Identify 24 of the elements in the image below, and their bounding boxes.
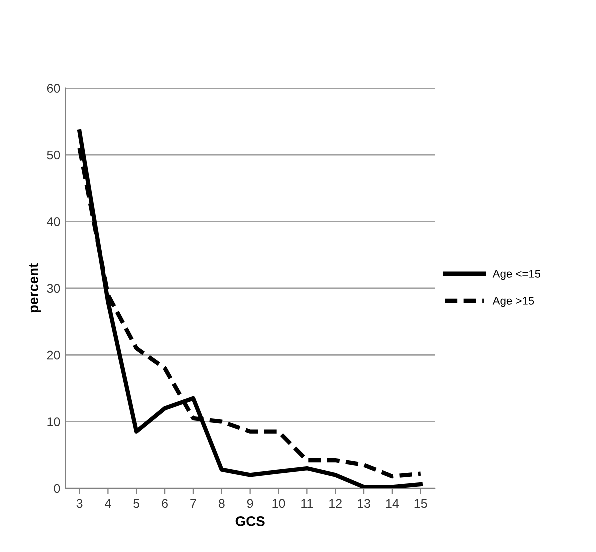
y-tick-label: 40 — [47, 218, 60, 226]
x-tick-label: 3 — [76, 499, 83, 508]
x-tick-label: 9 — [247, 499, 254, 508]
y-tick-label: 20 — [47, 350, 60, 360]
x-tick-label: 11 — [302, 499, 314, 508]
x-tick-label: 7 — [190, 499, 196, 508]
x-tick-label: 12 — [330, 499, 342, 508]
legend-label: Age >15 — [492, 297, 534, 308]
y-tick-label: 30 — [47, 284, 60, 294]
x-tick-label: 4 — [105, 499, 112, 508]
x-tick-label: 5 — [134, 499, 140, 508]
legend-label: Age <=15 — [492, 270, 541, 280]
x-tick-label: 6 — [162, 499, 168, 508]
y-tick-label: 0 — [54, 484, 60, 494]
x-tick-label: 15 — [414, 499, 428, 508]
x-axis-title: GCS — [236, 516, 265, 526]
y-tick-label: 50 — [47, 150, 60, 160]
x-tick-label: 14 — [386, 499, 400, 508]
y-tick-label: 10 — [48, 418, 60, 426]
x-tick-label: 10 — [272, 499, 286, 508]
x-tick-label: 13 — [358, 499, 370, 508]
y-axis-title: percent — [29, 264, 42, 313]
y-tick-label: 60 — [47, 84, 60, 93]
x-tick-label: 8 — [218, 499, 225, 508]
